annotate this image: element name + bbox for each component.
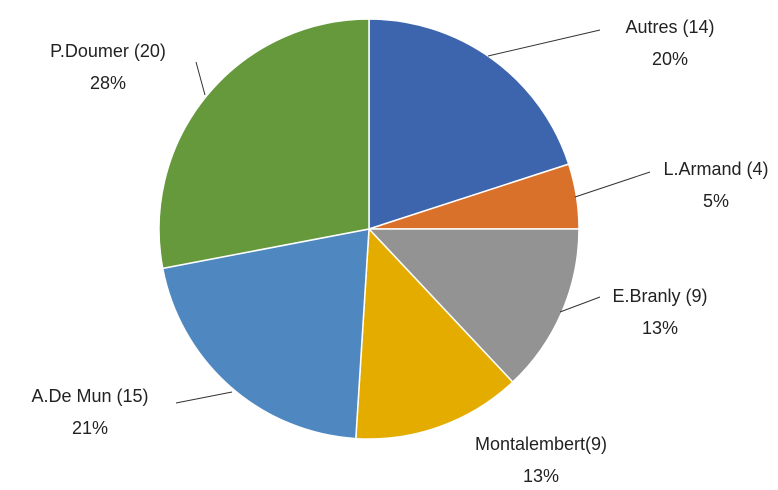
leader-line [175,391,233,404]
slice-label: L.Armand (4) [663,159,768,179]
pie-slice [161,228,370,440]
pie-slice [355,227,514,440]
slice-value-label: 13% [642,318,678,338]
slice-label: P.Doumer (20) [50,41,166,61]
slice-value-label: 13% [523,466,559,486]
slice-value-label: 5% [703,191,729,211]
slice-value-label: 28% [90,73,126,93]
pie-slice [367,228,580,384]
slice-value-label: 21% [72,418,108,438]
slice-label: Autres (14) [625,17,714,37]
slice-value-label: 20% [652,49,688,69]
leader-line [559,296,601,313]
pie-slice [158,18,370,270]
slice-label: E.Branly (9) [612,286,707,306]
leader-line [574,171,651,198]
leader-line [195,61,206,96]
slice-label: Montalembert(9) [475,434,607,454]
leader-line [487,29,601,57]
slice-label: A.De Mun (15) [31,386,148,406]
pie-slice [368,18,570,231]
